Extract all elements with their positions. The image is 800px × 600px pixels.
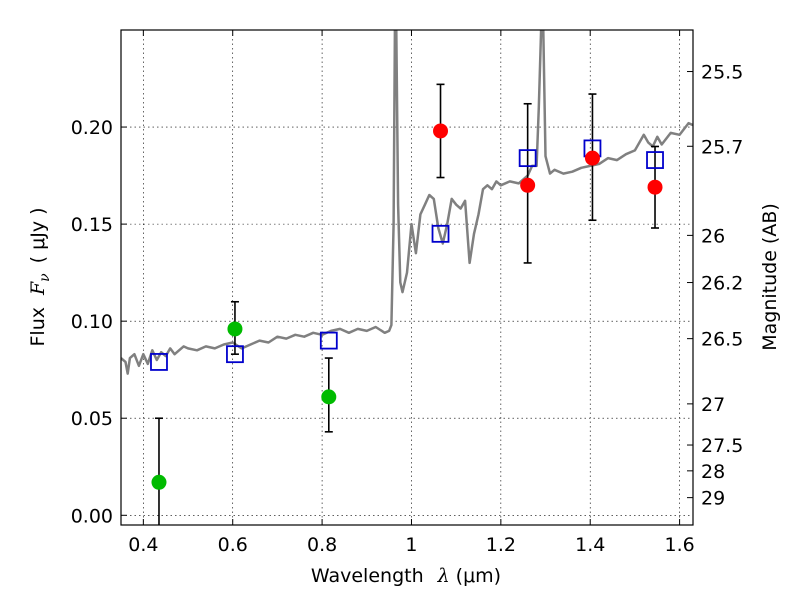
- y-axis-title-unit: ( μJy ): [27, 207, 49, 263]
- x-axis-title-symbol: λ: [437, 565, 450, 587]
- y-tick-label: 0.10: [71, 311, 113, 333]
- y-axis-title-subscript: ν: [37, 273, 53, 282]
- data-point: [584, 150, 600, 166]
- model-squares: [150, 139, 664, 371]
- data-point: [433, 123, 449, 139]
- y2-tick-label: 29: [701, 488, 725, 510]
- y2-tick-label: 26.2: [701, 273, 743, 295]
- grid: [121, 30, 693, 525]
- x-tick-label: 0.4: [128, 534, 158, 556]
- x-tick-label: 0.6: [218, 534, 248, 556]
- y2-tick-label: 26.5: [701, 329, 743, 351]
- x-tick-label: 1.6: [664, 534, 694, 556]
- x-tick-label: 1.2: [486, 534, 516, 556]
- x-axis-title-unit: (μm): [456, 565, 501, 587]
- y2-tick-label: 27.5: [701, 435, 743, 457]
- spectrum-line: [121, 30, 693, 375]
- model-square: [226, 345, 244, 364]
- x-axis-title-text: Wavelength: [311, 565, 424, 587]
- y-tick-label: 0.05: [71, 408, 113, 430]
- y-axis-title: Flux Fν ( μJy ): [27, 207, 53, 346]
- model-square: [150, 353, 168, 371]
- model-square: [518, 149, 537, 168]
- x-tick-label: 1: [405, 534, 417, 556]
- data-point: [227, 321, 243, 337]
- model-square: [431, 224, 450, 243]
- plot-area: [121, 30, 693, 375]
- y-tick-label: 0.15: [71, 214, 113, 236]
- x-tick-label: 1.4: [575, 534, 605, 556]
- y2-tick-label: 25.5: [701, 62, 743, 84]
- y-axis-title-symbol: F: [27, 281, 49, 296]
- y2-tick-label: 26: [701, 225, 725, 247]
- y-tick-label: 0.20: [71, 117, 113, 139]
- tick-labels: 0.4 0.6 0.8 1 1.2 1.4 1.6 0.00 0.05 0.10 0.15 0.20 2…: [71, 62, 744, 556]
- x-axis-title: Wavelength λ (μm): [311, 565, 501, 587]
- data-point: [321, 389, 337, 405]
- data-point: [520, 177, 536, 193]
- y-tick-label: 0.00: [71, 505, 113, 527]
- model-square: [646, 151, 664, 169]
- data-point: [151, 474, 167, 490]
- axis-ticks: [121, 30, 693, 525]
- y-axis-title-text: Flux: [27, 307, 49, 347]
- y2-tick-label: 28: [701, 461, 725, 483]
- observed-points: [151, 123, 663, 490]
- data-point: [647, 179, 663, 195]
- model-square: [319, 331, 338, 350]
- plot-frame: [120, 29, 694, 526]
- y2-tick-label: 25.7: [701, 136, 743, 158]
- y2-axis-title: Magnitude (AB): [759, 203, 781, 351]
- y2-tick-label: 27: [701, 394, 725, 416]
- x-tick-label: 0.8: [307, 534, 337, 556]
